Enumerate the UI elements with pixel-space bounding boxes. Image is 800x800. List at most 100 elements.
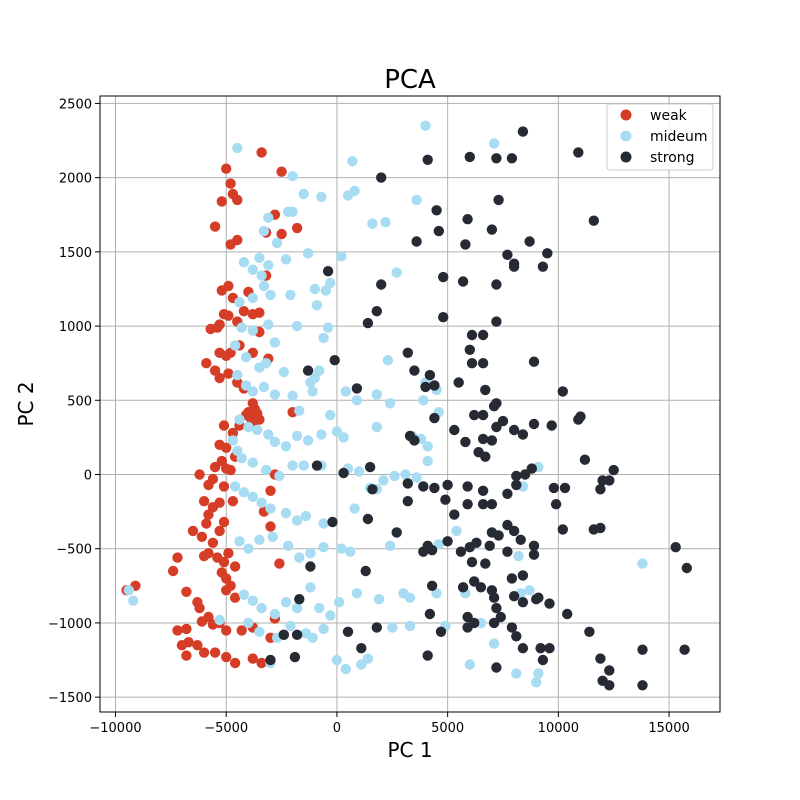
point-strong	[535, 643, 546, 654]
series-mideum	[123, 120, 648, 688]
point-strong	[517, 126, 529, 137]
point-weak	[221, 625, 232, 636]
point-weak	[227, 496, 239, 507]
point-mideum	[464, 659, 475, 670]
y-tick-label: −1500	[48, 691, 92, 706]
point-strong	[480, 384, 491, 396]
point-mideum	[378, 475, 389, 486]
point-strong	[608, 464, 619, 476]
point-mideum	[265, 289, 276, 301]
point-mideum	[291, 430, 303, 442]
point-weak	[221, 163, 232, 174]
point-strong	[511, 631, 522, 642]
point-mideum	[258, 225, 270, 237]
point-strong	[302, 365, 314, 376]
point-strong	[376, 279, 387, 290]
series-strong	[265, 126, 692, 691]
point-strong	[508, 525, 520, 537]
point-strong	[418, 481, 429, 492]
point-mideum	[302, 435, 314, 446]
point-strong	[550, 499, 562, 510]
point-mideum	[345, 546, 356, 557]
point-weak	[172, 625, 183, 636]
point-strong	[511, 479, 522, 491]
point-mideum	[367, 218, 378, 229]
point-mideum	[318, 518, 329, 529]
point-mideum	[236, 322, 247, 333]
x-axis-label: PC 1	[387, 738, 432, 762]
point-strong	[519, 469, 531, 480]
point-strong	[477, 485, 489, 496]
y-axis-ticks: −1500 −1000 −500 0 500 1000 1500 2000 2500	[48, 97, 100, 706]
point-weak	[221, 442, 232, 453]
point-strong	[595, 484, 606, 495]
point-strong	[488, 617, 500, 629]
point-strong	[460, 239, 471, 250]
point-weak	[227, 427, 239, 439]
point-strong	[422, 154, 433, 165]
point-strong	[367, 484, 378, 495]
x-tick-label: 5000	[431, 721, 464, 736]
point-strong	[462, 214, 473, 225]
point-mideum	[229, 340, 241, 351]
legend-label-mideum: mideum	[650, 129, 708, 145]
point-weak	[214, 525, 225, 537]
point-mideum	[637, 558, 648, 569]
point-mideum	[243, 421, 254, 433]
point-mideum	[305, 548, 316, 559]
point-mideum	[384, 540, 396, 551]
point-weak	[201, 358, 212, 369]
point-mideum	[269, 436, 281, 448]
point-mideum	[338, 432, 349, 443]
point-strong	[557, 386, 568, 397]
point-strong	[464, 151, 475, 163]
point-strong	[462, 481, 473, 492]
point-strong	[679, 644, 690, 655]
point-strong	[466, 358, 478, 369]
point-mideum	[247, 325, 258, 336]
point-mideum	[287, 206, 298, 217]
point-mideum	[318, 332, 329, 344]
point-strong	[491, 398, 502, 409]
point-mideum	[291, 320, 303, 332]
point-strong	[491, 153, 502, 164]
point-mideum	[309, 283, 320, 295]
point-strong	[475, 582, 487, 593]
point-mideum	[302, 248, 314, 259]
point-mideum	[254, 626, 265, 637]
point-mideum	[238, 589, 250, 600]
point-mideum	[422, 441, 433, 452]
point-mideum	[256, 497, 267, 508]
point-mideum	[254, 534, 265, 545]
point-strong	[469, 576, 480, 587]
point-weak	[209, 461, 221, 473]
point-strong	[305, 561, 316, 572]
point-mideum	[247, 264, 258, 275]
point-strong	[502, 519, 513, 531]
point-mideum	[285, 620, 296, 632]
grid-lines	[100, 96, 720, 712]
point-mideum	[322, 322, 334, 333]
point-mideum	[400, 469, 411, 480]
y-tick-label: 1000	[59, 320, 92, 335]
point-mideum	[404, 592, 416, 603]
x-tick-label: 15000	[648, 721, 689, 736]
point-mideum	[256, 602, 267, 614]
point-mideum	[247, 386, 258, 397]
point-mideum	[285, 289, 296, 301]
point-strong	[351, 383, 363, 394]
point-weak	[229, 561, 241, 572]
point-mideum	[240, 380, 252, 391]
point-weak	[256, 147, 267, 158]
x-tick-label: 10000	[538, 721, 579, 736]
point-mideum	[260, 358, 272, 369]
point-strong	[537, 261, 549, 272]
point-weak	[212, 322, 223, 333]
point-mideum	[214, 614, 225, 626]
point-mideum	[418, 395, 429, 406]
point-weak	[221, 651, 232, 663]
point-weak	[216, 567, 227, 578]
point-mideum	[256, 270, 267, 281]
point-strong	[595, 653, 606, 664]
point-mideum	[291, 515, 303, 526]
